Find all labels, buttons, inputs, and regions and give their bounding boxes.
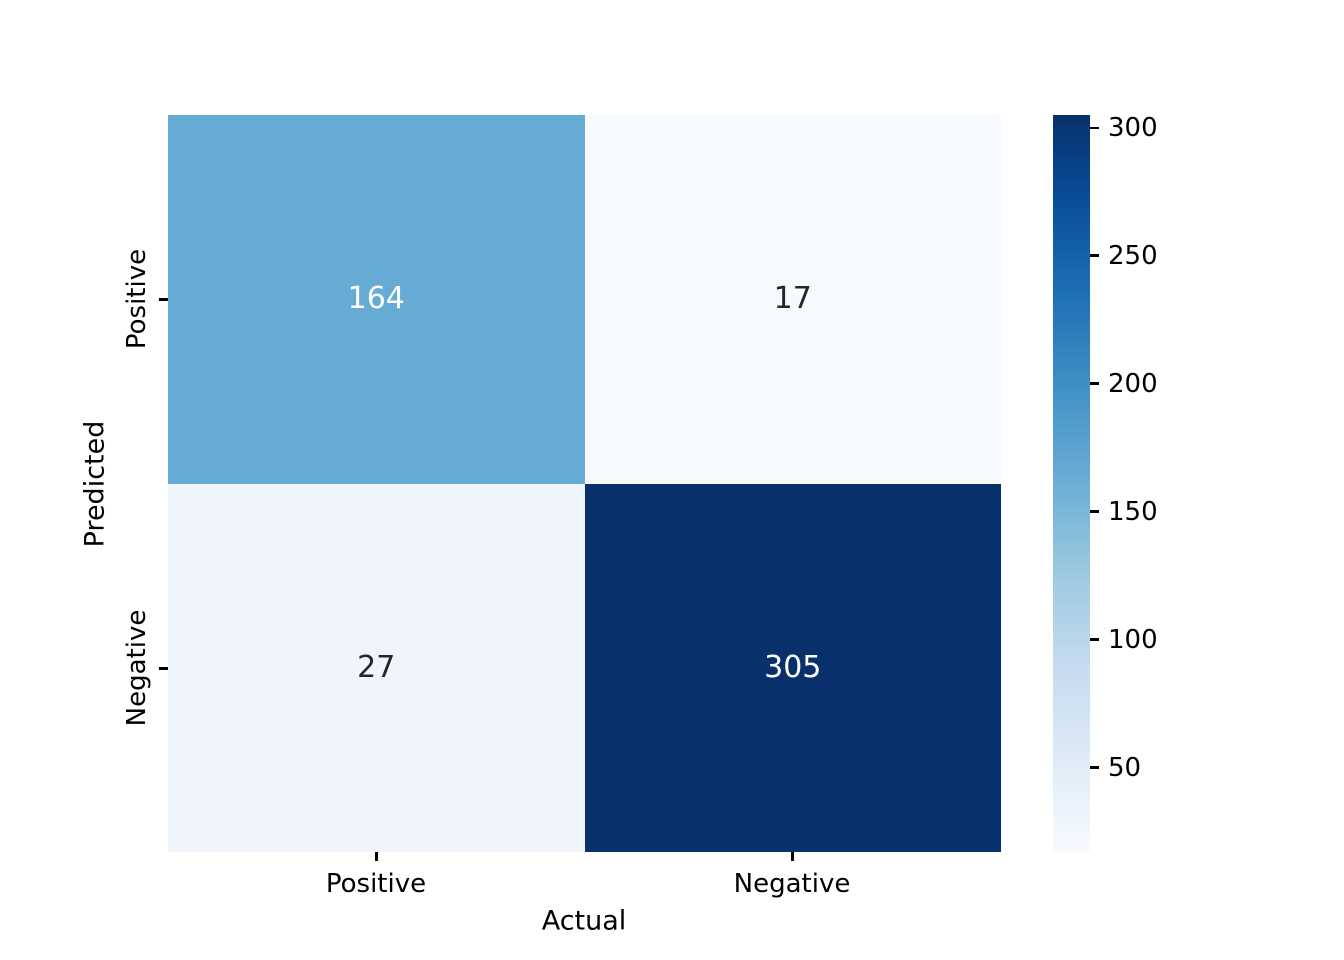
cell-value: 17 [773,281,812,317]
colorbar-tick: 250 [1090,243,1158,269]
colorbar-tick-label: 50 [1108,752,1142,783]
colorbar-tick-label: 300 [1108,112,1158,143]
y-tick-mark-positive [159,298,168,301]
y-tick-label-positive: Positive [122,248,152,350]
colorbar-tick: 100 [1090,627,1158,653]
y-tick-label-negative: Negative [122,609,152,727]
cell-predicted-negative-actual-positive: 27 [168,483,585,852]
colorbar-tick-mark [1090,126,1099,130]
cell-value: 305 [764,649,822,685]
colorbar-tick: 150 [1090,499,1158,525]
colorbar-tick-mark [1090,766,1099,769]
x-axis-label: Actual [541,905,627,937]
cell-value: 164 [347,281,405,317]
cell-predicted-positive-actual-negative: 17 [584,115,1001,484]
colorbar-tick-label: 150 [1108,496,1158,527]
colorbar-tick-mark [1090,382,1099,385]
colorbar-tick: 200 [1090,371,1158,397]
y-axis-label: Predicted [79,420,111,548]
x-tick-mark-negative [791,852,794,861]
x-tick-label-positive: Positive [325,869,427,899]
cell-predicted-positive-actual-positive: 164 [168,115,585,484]
colorbar-tick-label: 100 [1108,624,1158,655]
x-tick-label-negative: Negative [733,869,851,899]
colorbar-tick-mark [1090,254,1099,257]
colorbar-tick: 50 [1090,755,1141,781]
colorbar-gradient [1053,115,1090,852]
x-tick-mark-positive [375,852,378,861]
cell-value: 27 [357,649,396,685]
colorbar-tick-mark [1090,510,1099,513]
heatmap: 164 17 27 305 [168,115,1001,852]
colorbar-tick-mark [1090,638,1099,641]
colorbar-tick: 300 [1090,115,1158,141]
cell-predicted-negative-actual-negative: 305 [584,483,1001,852]
y-tick-mark-negative [159,667,168,670]
colorbar-tick-label: 250 [1108,240,1158,271]
colorbar-tick-label: 200 [1108,368,1158,399]
